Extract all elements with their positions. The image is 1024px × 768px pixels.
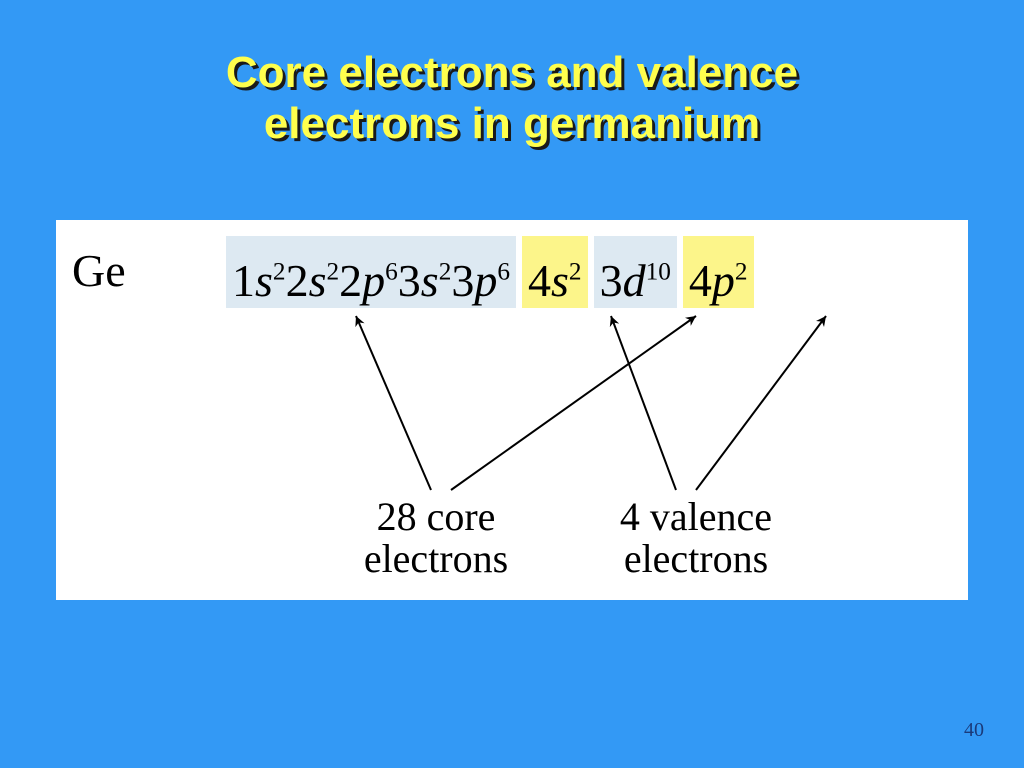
valence-annotation-l2: electrons xyxy=(576,538,816,580)
element-symbol: Ge xyxy=(72,244,126,297)
valence-annotation: 4 valence electrons xyxy=(576,496,816,580)
config-segment-core-2: 3d10 xyxy=(594,236,677,308)
core-annotation: 28 core electrons xyxy=(326,496,546,580)
config-segment-valence-1: 4s2 xyxy=(522,236,588,308)
diagram-panel: Ge 1s22s22p63s23p64s23d104p2 28 core ele… xyxy=(56,220,968,600)
orbital-3d10: 3d10 xyxy=(600,255,671,306)
arrow-0 xyxy=(356,316,431,490)
orbital-2p6: 2p6 xyxy=(339,255,398,306)
slide-number: 40 xyxy=(964,719,984,742)
orbital-1s2: 1s2 xyxy=(232,255,286,306)
title-line-1: Core electrons and valence xyxy=(0,48,1024,99)
valence-annotation-l1: 4 valence xyxy=(576,496,816,538)
core-annotation-l1: 28 core xyxy=(326,496,546,538)
orbital-4s2: 4s2 xyxy=(528,255,582,306)
slide-title: Core electrons and valence electrons in … xyxy=(0,0,1024,149)
orbital-4p2: 4p2 xyxy=(689,255,748,306)
config-segment-valence-3: 4p2 xyxy=(683,236,754,308)
arrow-2 xyxy=(611,316,676,490)
config-segment-core-0: 1s22s22p63s23p6 xyxy=(226,236,516,308)
arrow-1 xyxy=(451,316,696,490)
core-annotation-l2: electrons xyxy=(326,538,546,580)
arrow-3 xyxy=(696,316,826,490)
title-line-2: electrons in germanium xyxy=(0,99,1024,150)
orbital-2s2: 2s2 xyxy=(286,255,340,306)
electron-config-row: 1s22s22p63s23p64s23d104p2 xyxy=(226,236,754,308)
orbital-3p6: 3p6 xyxy=(451,255,510,306)
orbital-3s2: 3s2 xyxy=(398,255,452,306)
